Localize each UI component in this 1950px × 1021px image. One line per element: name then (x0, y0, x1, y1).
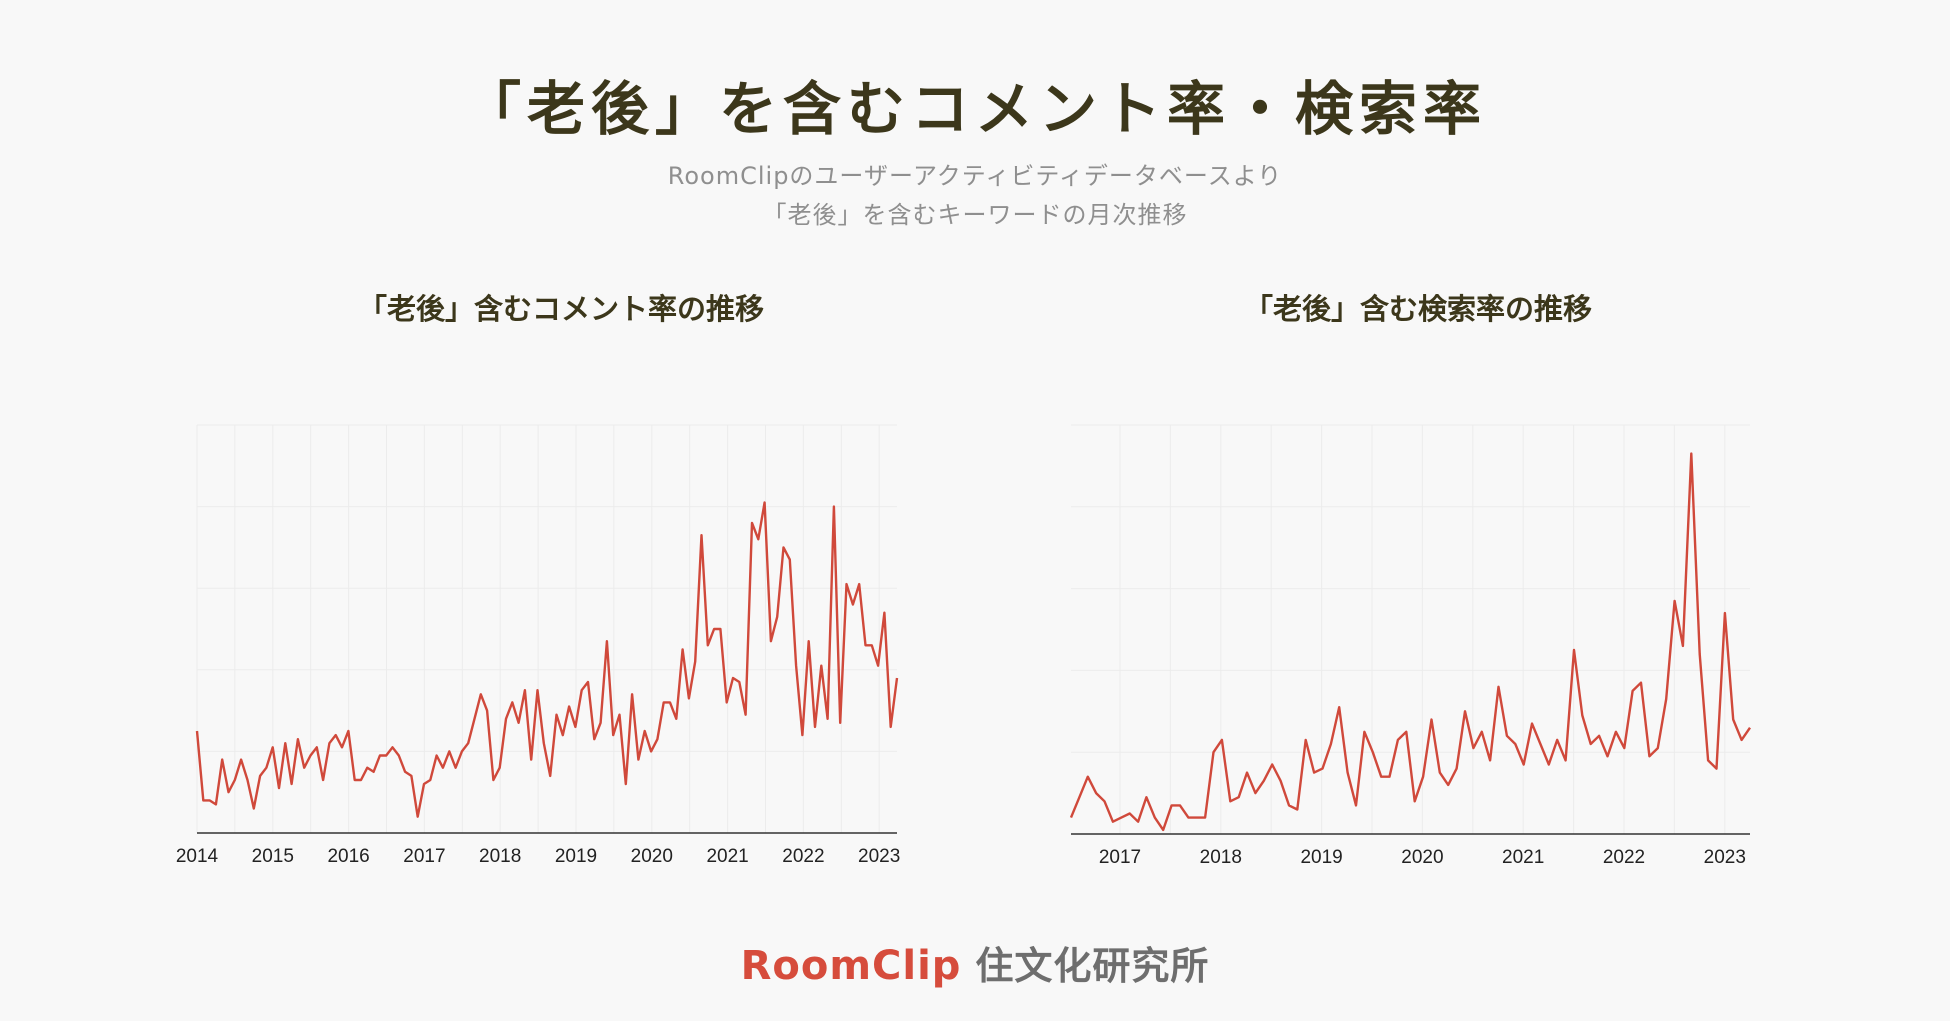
x-tick-label: 2019 (1300, 847, 1342, 868)
roomclip-logo: RoomClip 住文化研究所 (0, 935, 1950, 990)
x-tick-label: 2017 (403, 846, 445, 867)
x-tick-label: 2022 (782, 846, 824, 867)
search-rate-chart-title: 「老後」含む検索率の推移 (1243, 292, 1592, 326)
subtitle-line-2: 「老後」を含むキーワードの月次推移 (762, 201, 1188, 229)
subtitle-line-1: RoomClipのユーザーアクティビティデータベースより (667, 162, 1283, 190)
page-title: 「老後」を含むコメント率・検索率 (462, 75, 1487, 143)
x-tick-label: 2021 (1502, 847, 1544, 868)
x-tick-label: 2020 (1401, 847, 1443, 868)
x-tick-label: 2020 (631, 846, 673, 867)
x-tick-label: 2016 (327, 846, 369, 867)
logo-lab-name: 住文化研究所 (975, 944, 1210, 988)
series-line (1069, 452, 1751, 832)
comment-rate-chart-title: 「老後」含むコメント率の推移 (357, 292, 764, 326)
x-tick-label: 2015 (252, 846, 294, 867)
x-tick-label: 2019 (555, 846, 597, 867)
x-tick-label: 2023 (1704, 847, 1746, 868)
x-tick-label: 2021 (706, 846, 748, 867)
x-tick-label: 2014 (176, 846, 219, 867)
logo-brand: RoomClip (740, 943, 962, 989)
x-tick-label: 2018 (479, 846, 521, 867)
x-tick-label: 2017 (1099, 847, 1141, 868)
series-line (195, 501, 899, 818)
x-tick-label: 2023 (858, 846, 900, 867)
x-tick-label: 2018 (1200, 847, 1242, 868)
x-tick-label: 2022 (1603, 847, 1645, 868)
